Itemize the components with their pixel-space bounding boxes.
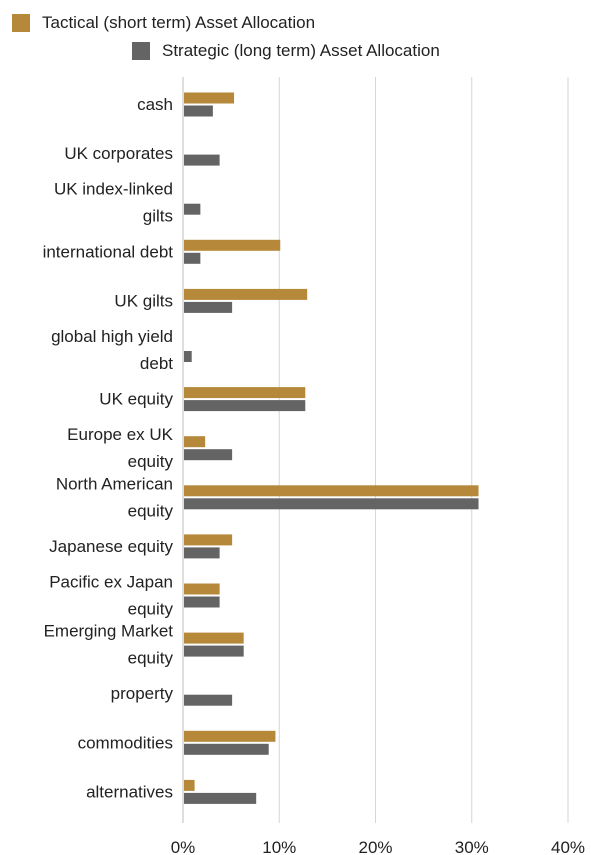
bar-tactical bbox=[184, 534, 233, 546]
category-label: North American bbox=[56, 474, 173, 493]
bar-strategic bbox=[184, 154, 220, 166]
bar-strategic bbox=[184, 301, 233, 313]
category-label: commodities bbox=[78, 733, 173, 752]
category-label: property bbox=[111, 684, 174, 703]
bar-tactical bbox=[184, 730, 276, 742]
category-label: UK equity bbox=[99, 390, 173, 409]
category-label: equity bbox=[128, 501, 174, 520]
category-label: equity bbox=[128, 599, 174, 618]
bar-tactical bbox=[184, 387, 306, 399]
x-tick-label: 40% bbox=[551, 838, 585, 855]
bar-strategic bbox=[184, 203, 201, 215]
legend-label-tactical: Tactical (short term) Asset Allocation bbox=[42, 13, 316, 32]
bar-strategic bbox=[184, 694, 233, 706]
category-label: Pacific ex Japan bbox=[49, 572, 173, 591]
category-label: Emerging Market bbox=[44, 622, 174, 641]
legend-swatch-tactical bbox=[12, 14, 30, 32]
bar-strategic bbox=[184, 400, 306, 412]
bar-strategic bbox=[184, 498, 479, 510]
x-tick-label: 10% bbox=[262, 838, 296, 855]
bar-strategic bbox=[184, 547, 220, 559]
category-label: international debt bbox=[43, 242, 174, 261]
bar-strategic bbox=[184, 792, 257, 804]
x-tick-label: 30% bbox=[455, 838, 489, 855]
bar-tactical bbox=[184, 583, 220, 595]
bar-strategic bbox=[184, 743, 269, 755]
category-label: debt bbox=[140, 354, 173, 373]
bar-strategic bbox=[184, 645, 244, 657]
legend-item-tactical: Tactical (short term) Asset Allocation bbox=[12, 13, 315, 33]
category-label: global high yield bbox=[51, 327, 173, 346]
category-label: equity bbox=[128, 649, 174, 668]
category-label: Japanese equity bbox=[49, 537, 173, 556]
x-tick-label: 20% bbox=[358, 838, 392, 855]
bar-strategic bbox=[184, 449, 233, 461]
legend-label-strategic: Strategic (long term) Asset Allocation bbox=[162, 41, 440, 60]
category-label: Europe ex UK bbox=[67, 425, 173, 444]
bar-tactical bbox=[184, 239, 281, 251]
bar-tactical bbox=[184, 632, 244, 644]
chart-legend: Tactical (short term) Asset Allocation S… bbox=[0, 0, 591, 70]
bar-tactical bbox=[184, 288, 308, 300]
category-label: gilts bbox=[143, 207, 173, 226]
category-label: alternatives bbox=[86, 782, 173, 801]
legend-item-strategic: Strategic (long term) Asset Allocation bbox=[132, 41, 440, 61]
bar-strategic bbox=[184, 351, 192, 362]
legend-swatch-strategic bbox=[132, 42, 150, 60]
category-label: UK index-linked bbox=[54, 180, 173, 199]
bar-tactical bbox=[184, 779, 195, 791]
category-label: equity bbox=[128, 452, 174, 471]
x-tick-label: 0% bbox=[171, 838, 196, 855]
bar-tactical bbox=[184, 92, 235, 104]
category-label: cash bbox=[137, 95, 173, 114]
bar-strategic bbox=[184, 252, 201, 264]
bar-tactical bbox=[184, 436, 206, 448]
bar-strategic bbox=[184, 596, 220, 608]
category-label: UK gilts bbox=[114, 291, 173, 310]
bar-tactical bbox=[184, 485, 479, 497]
category-label: UK corporates bbox=[64, 144, 173, 163]
bar-strategic bbox=[184, 105, 213, 117]
